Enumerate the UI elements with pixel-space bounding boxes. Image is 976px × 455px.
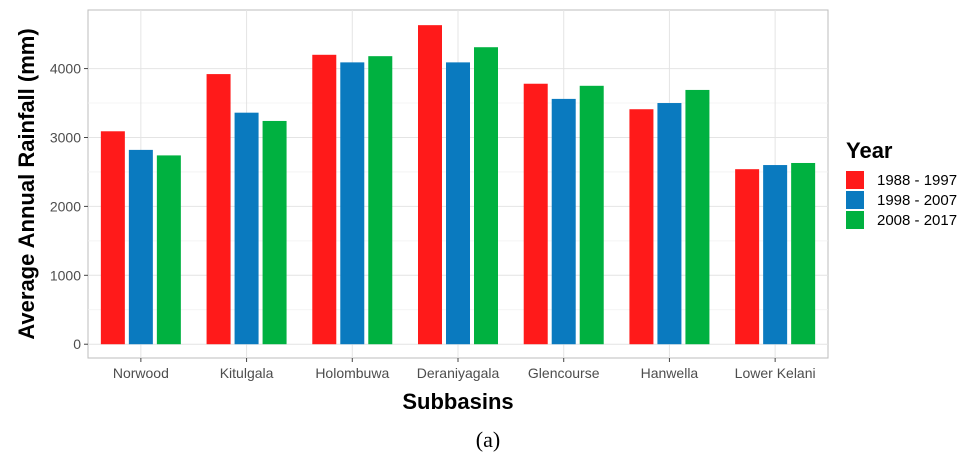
x-tick-label: Glencourse [528,365,600,381]
legend-swatch [846,191,864,209]
bar [551,98,576,345]
y-axis: 0 1000 2000 3000 4000 [50,61,88,352]
panel-label: (a) [476,427,500,452]
y-tick-label: 0 [73,336,81,352]
y-tick-label: 1000 [50,267,81,283]
bar [368,56,393,345]
x-tick-label: Holombuwa [315,365,389,381]
x-tick-label: Lower Kelani [735,365,816,381]
bar [156,155,181,345]
bar [128,149,153,345]
x-axis: Norwood Kitulgala Holombuwa Deraniyagala Gle… [113,358,816,381]
x-tick-label: Kitulgala [220,365,274,381]
bar [446,62,470,345]
bar [262,120,287,345]
bar [418,25,442,345]
legend: Year 1988 - 1997 1998 - 2007 2008 - 2017 [846,138,957,229]
bars [100,25,816,345]
legend-swatch [846,211,864,229]
bar [735,169,760,345]
y-tick-label: 4000 [50,61,81,77]
bar [100,131,125,345]
legend-swatch [846,171,864,189]
y-axis-title: Average Annual Rainfall (mm) [14,28,39,339]
bar [629,109,654,345]
legend-label: 1988 - 1997 [877,172,957,189]
bar [763,165,788,345]
legend-label: 2008 - 2017 [877,212,957,229]
bar [579,85,604,345]
x-tick-label: Hanwella [641,365,699,381]
bar [791,162,816,345]
legend-title: Year [846,138,893,163]
y-tick-label: 3000 [50,129,81,145]
bar [685,89,710,345]
bar [234,112,259,345]
x-tick-label: Norwood [113,365,169,381]
bar [312,54,337,345]
legend-label: 1998 - 2007 [877,192,957,209]
bar [340,62,365,345]
bar [657,103,682,345]
bar [523,83,548,345]
y-tick-label: 2000 [50,198,81,214]
bar [474,47,498,345]
x-tick-label: Deraniyagala [417,365,500,381]
bar [206,74,231,345]
x-axis-title: Subbasins [402,389,513,414]
